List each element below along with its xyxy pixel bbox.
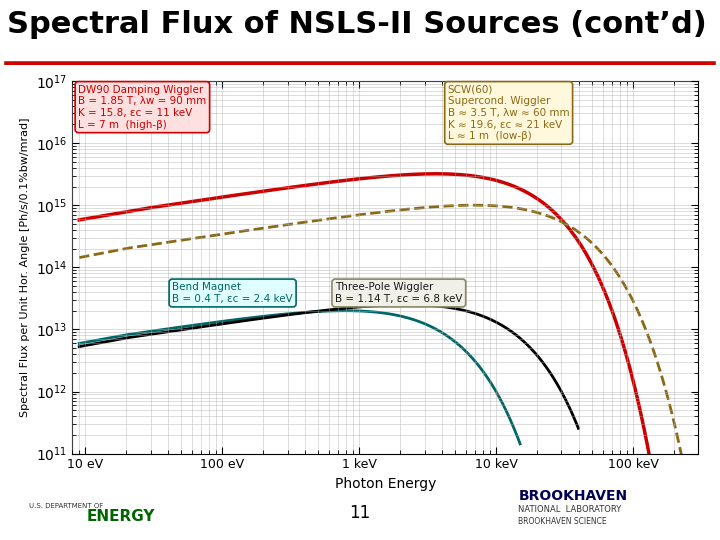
Text: ENERGY: ENERGY [86, 509, 155, 524]
Text: U.S. DEPARTMENT OF: U.S. DEPARTMENT OF [29, 503, 103, 509]
Y-axis label: Spectral Flux per Unit Hor. Angle [Ph/s/0.1%bw/mrad]: Spectral Flux per Unit Hor. Angle [Ph/s/… [20, 118, 30, 417]
Text: BROOKHAVEN: BROOKHAVEN [518, 489, 628, 503]
Text: SCW(60)
Supercond. Wiggler
B ≈ 3.5 T, λw ≈ 60 mm
K ≈ 19.6, εc ≈ 21 keV
L ≈ 1 m  : SCW(60) Supercond. Wiggler B ≈ 3.5 T, λw… [448, 85, 570, 141]
Text: Three-Pole Wiggler
B = 1.14 T, εc = 6.8 keV: Three-Pole Wiggler B = 1.14 T, εc = 6.8 … [335, 282, 462, 304]
Text: BROOKHAVEN SCIENCE: BROOKHAVEN SCIENCE [518, 517, 607, 526]
Text: Bend Magnet
B = 0.4 T, εc = 2.4 keV: Bend Magnet B = 0.4 T, εc = 2.4 keV [172, 282, 293, 304]
X-axis label: Photon Energy: Photon Energy [335, 477, 436, 491]
Text: Spectral Flux of NSLS-II Sources (cont’d): Spectral Flux of NSLS-II Sources (cont’d… [7, 10, 707, 39]
Text: 11: 11 [349, 504, 371, 522]
Text: DW90 Damping Wiggler
B = 1.85 T, λw = 90 mm
K = 15.8, εc = 11 keV
L = 7 m  (high: DW90 Damping Wiggler B = 1.85 T, λw = 90… [78, 85, 207, 130]
Text: NATIONAL  LABORATORY: NATIONAL LABORATORY [518, 505, 621, 514]
